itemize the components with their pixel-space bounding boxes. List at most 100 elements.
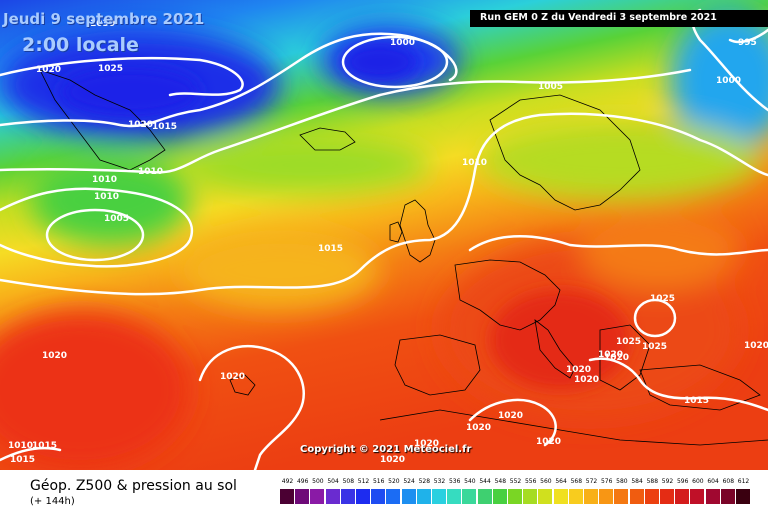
map-canvas: 1030 1025 1020 1000 1005 995 1000 1020 1… [0, 0, 768, 470]
color-scale-swatch [280, 489, 294, 504]
isobar-line-1020-south [468, 398, 557, 447]
isobar-label: 1015 [318, 244, 343, 254]
isobar-label: 1010 [8, 441, 33, 451]
isobar-label: 1015 [684, 396, 709, 406]
coastline-scandinavia [489, 94, 641, 211]
isobar-line-1015-main [0, 112, 768, 296]
color-scale-swatch [432, 489, 446, 504]
coastlines [39, 69, 768, 446]
color-scale-swatch [462, 489, 477, 504]
color-scale-swatch [401, 489, 416, 504]
isobar-label: 1020 [466, 423, 491, 433]
color-scale-tick: 548 [494, 478, 507, 485]
forecast-time: 2:00 locale [22, 34, 139, 56]
isobar-label: 1020 [498, 411, 523, 421]
trough-ne [670, 10, 768, 150]
isobar-label: 1010 [94, 192, 119, 202]
green-band-atlantic [190, 137, 430, 193]
isobar-label: 1025 [650, 294, 675, 304]
isobar-label: 1020 [536, 437, 561, 447]
isobar-label: 1015 [152, 122, 177, 132]
color-scale-swatch [340, 489, 355, 504]
geopotential-cores [60, 42, 630, 390]
coastline-azores [229, 374, 256, 396]
color-scale-tick: 560 [540, 478, 552, 485]
ridge-atlantic [0, 310, 190, 470]
color-scale-tick: 608 [722, 478, 735, 485]
isobar-line-1025-north [0, 56, 244, 97]
color-scale-tick: 584 [631, 478, 643, 485]
isobar-line-1025-closed [633, 298, 677, 338]
forecast-date: Jeudi 9 septembre 2021 [3, 10, 205, 28]
isobar-labels: 1030 1025 1020 1000 1005 995 1000 1020 1… [8, 19, 768, 465]
isobar-label: 1010 [138, 167, 163, 177]
isobar-line-1005-arc [0, 68, 692, 174]
z500-pressure-map: 1030 1025 1020 1000 1005 995 1000 1020 1… [0, 0, 768, 470]
color-scale-swatch [356, 489, 370, 504]
isobar-label: 1025 [98, 64, 123, 74]
color-scale-swatch [614, 489, 629, 504]
legend-title: Géop. Z500 & pression au sol [30, 478, 237, 494]
isobar-label: 1020 [42, 351, 67, 361]
color-scale-tick: 612 [737, 478, 750, 485]
isobar-line-995-east [728, 28, 768, 44]
isobar-line-1005-closed [45, 208, 145, 262]
color-scale-tick: 552 [509, 478, 522, 485]
low-core-1000 [342, 42, 418, 82]
color-scale-swatch [553, 489, 568, 504]
color-scale-tick: 520 [388, 478, 400, 485]
color-scale-tick: 564 [555, 478, 567, 485]
isobar-label: 1020 [744, 341, 768, 351]
isobar-label: 1005 [104, 214, 129, 224]
color-scale-swatch [508, 489, 522, 504]
color-scale-tick: 516 [372, 478, 385, 485]
coastline-ireland [389, 221, 403, 243]
coastline-italy [534, 319, 576, 379]
copyright-notice: Copyright © 2021 Meteociel.fr [300, 444, 472, 455]
low-core-nw [60, 67, 200, 117]
green-band-scandinavia [480, 120, 760, 200]
color-scale-swatch [538, 489, 553, 504]
isobar-label: 1025 [642, 342, 667, 352]
isobar-line-1000-closed [341, 35, 449, 89]
color-scale-tick: 572 [585, 478, 598, 485]
color-scale-swatch [447, 489, 462, 504]
isobar-line-1010-west [0, 187, 193, 268]
color-scale-swatch [705, 489, 720, 504]
color-scale-tick: 496 [296, 478, 309, 485]
isobar-label: 1010 [462, 158, 487, 168]
isobars [0, 8, 768, 470]
color-scale-swatch [644, 489, 659, 504]
color-scale-tick: 540 [464, 478, 476, 485]
isobar-label: 1020 [598, 350, 623, 360]
color-scale-tick: 568 [570, 478, 583, 485]
isobar-label: 1000 [716, 76, 741, 86]
isobar-line-1015-sw [0, 446, 62, 462]
isobar-label: 1020 [128, 120, 153, 130]
color-scale-tick: 504 [327, 478, 339, 485]
coastline-balkans [599, 324, 651, 391]
color-scale-swatch [477, 489, 492, 504]
orange-band-atlantic [180, 230, 380, 310]
color-scale-swatch [675, 489, 690, 504]
color-scale-swatch [325, 489, 340, 504]
color-scale-swatch [386, 489, 401, 504]
coastline-iceland [299, 127, 356, 151]
legend-subtitle: (+ 144h) [30, 496, 75, 507]
color-scale-swatch [492, 489, 507, 504]
coastline-continent [454, 259, 561, 331]
isobar-line-1020-europe [468, 235, 768, 256]
color-scale-tick: 512 [357, 478, 370, 485]
coastline-iberia [394, 334, 481, 396]
isobar-label: 1010 [92, 175, 117, 185]
color-scale-swatches [280, 489, 752, 504]
color-scale-tick: 588 [646, 478, 659, 485]
isobar-label: 1030 [90, 19, 115, 29]
coastline-north-africa [379, 409, 768, 446]
color-scale-swatch [660, 489, 674, 504]
isobar-label: 1015 [10, 455, 35, 465]
coastline-britain [399, 199, 436, 263]
color-scale-swatch [584, 489, 598, 504]
orange-blob-east [580, 210, 740, 290]
